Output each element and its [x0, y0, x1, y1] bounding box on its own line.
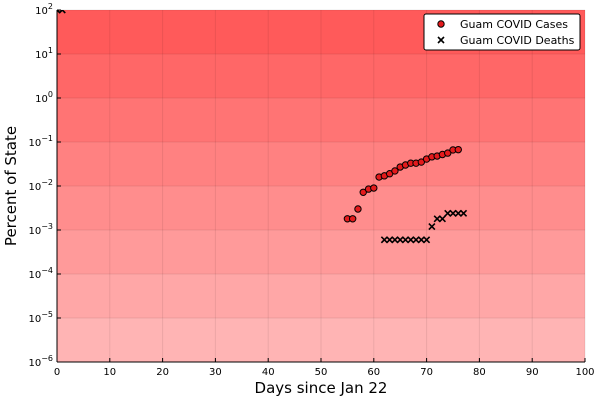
death-point	[428, 222, 436, 231]
x-tick-label: 40	[262, 367, 275, 378]
x-axis-label: Days since Jan 22	[255, 379, 388, 397]
x-tick-label: 70	[420, 367, 433, 378]
x-axis-ticks: 0 10 20 30 40 50 60 70 80 90 100	[54, 358, 595, 378]
x-tick-label: 20	[156, 367, 169, 378]
x-stroke	[386, 236, 394, 244]
death-point	[417, 236, 425, 244]
death-point	[454, 209, 462, 217]
death-point	[396, 236, 404, 244]
x-stroke	[391, 236, 399, 244]
y-tick-label: 10−4	[28, 266, 53, 281]
x-tick-label: 60	[367, 367, 380, 378]
background-band	[57, 318, 585, 363]
death-point	[380, 236, 388, 244]
x-stroke	[58, 10, 64, 14]
death-point	[391, 236, 399, 244]
background-band	[57, 186, 585, 231]
legend-x-icon	[437, 36, 445, 44]
death-point	[433, 215, 441, 223]
x-stroke	[428, 222, 436, 231]
death-point	[407, 236, 415, 244]
case-point	[391, 167, 399, 175]
y-axis-label: Percent of State	[2, 126, 20, 246]
x-stroke	[396, 236, 404, 244]
legend-box	[423, 13, 581, 51]
death-point	[423, 236, 431, 244]
x-stroke	[454, 209, 462, 217]
x-stroke	[412, 236, 420, 244]
x-stroke	[401, 236, 410, 244]
death-point	[386, 236, 394, 244]
case-point	[444, 149, 452, 157]
x-stroke	[61, 10, 66, 14]
x-stroke	[57, 10, 61, 14]
background-band	[57, 230, 585, 275]
x-tick-label: 10	[103, 367, 116, 378]
y-tick-label: 10−3	[28, 222, 53, 237]
y-tick-label: 10−1	[28, 134, 53, 149]
case-point	[354, 205, 362, 213]
case-point	[454, 145, 462, 154]
x-stroke	[423, 236, 431, 244]
x-stroke	[437, 36, 445, 44]
x-stroke	[444, 209, 452, 217]
legend-cases-label: Guam COVID Cases	[460, 18, 568, 31]
background-band	[57, 54, 585, 99]
legend-deaths-marker	[437, 36, 445, 44]
plot-background	[57, 10, 585, 363]
background-band	[57, 98, 585, 143]
x-stroke	[459, 209, 468, 217]
x-tick-label: 0	[54, 367, 60, 378]
legend: Guam COVID Cases Guam COVID Deaths	[423, 13, 581, 51]
y-tick-label: 10−5	[28, 310, 53, 325]
death-point	[401, 236, 410, 244]
y-tick-label: 100	[35, 90, 53, 105]
y-tick-label: 101	[35, 46, 53, 61]
y-tick-label: 10−6	[28, 354, 53, 369]
y-tick-label: 102	[35, 2, 53, 17]
background-band	[57, 274, 585, 319]
case-point	[370, 184, 378, 192]
death-point	[459, 209, 468, 217]
x-stroke	[407, 236, 415, 244]
x-tick-label: 90	[526, 367, 539, 378]
x-tick-label: 100	[575, 367, 594, 378]
background-band	[57, 142, 585, 187]
case-point	[359, 188, 367, 196]
death-point	[412, 236, 420, 244]
data-points	[57, 10, 468, 244]
legend-cases-marker	[437, 20, 445, 28]
death-point	[444, 209, 452, 217]
x-stroke	[417, 236, 425, 244]
death-point	[449, 209, 457, 217]
x-stroke	[433, 215, 441, 223]
x-stroke	[449, 209, 457, 217]
legend-circle-icon	[437, 20, 445, 28]
death-point	[57, 10, 61, 14]
death-point	[58, 10, 66, 14]
death-point	[438, 215, 447, 223]
y-axis-ticks: 10−6 10−5 10−4 10−3 10−2 10−1 100 101 102	[28, 2, 61, 369]
case-point	[348, 215, 357, 223]
x-tick-label: 80	[473, 367, 486, 378]
x-tick-label: 50	[315, 367, 328, 378]
legend-deaths-label: Guam COVID Deaths	[460, 34, 575, 47]
y-tick-label: 10−2	[28, 178, 53, 193]
x-stroke	[380, 236, 388, 244]
x-stroke	[438, 215, 447, 223]
x-tick-label: 30	[209, 367, 222, 378]
